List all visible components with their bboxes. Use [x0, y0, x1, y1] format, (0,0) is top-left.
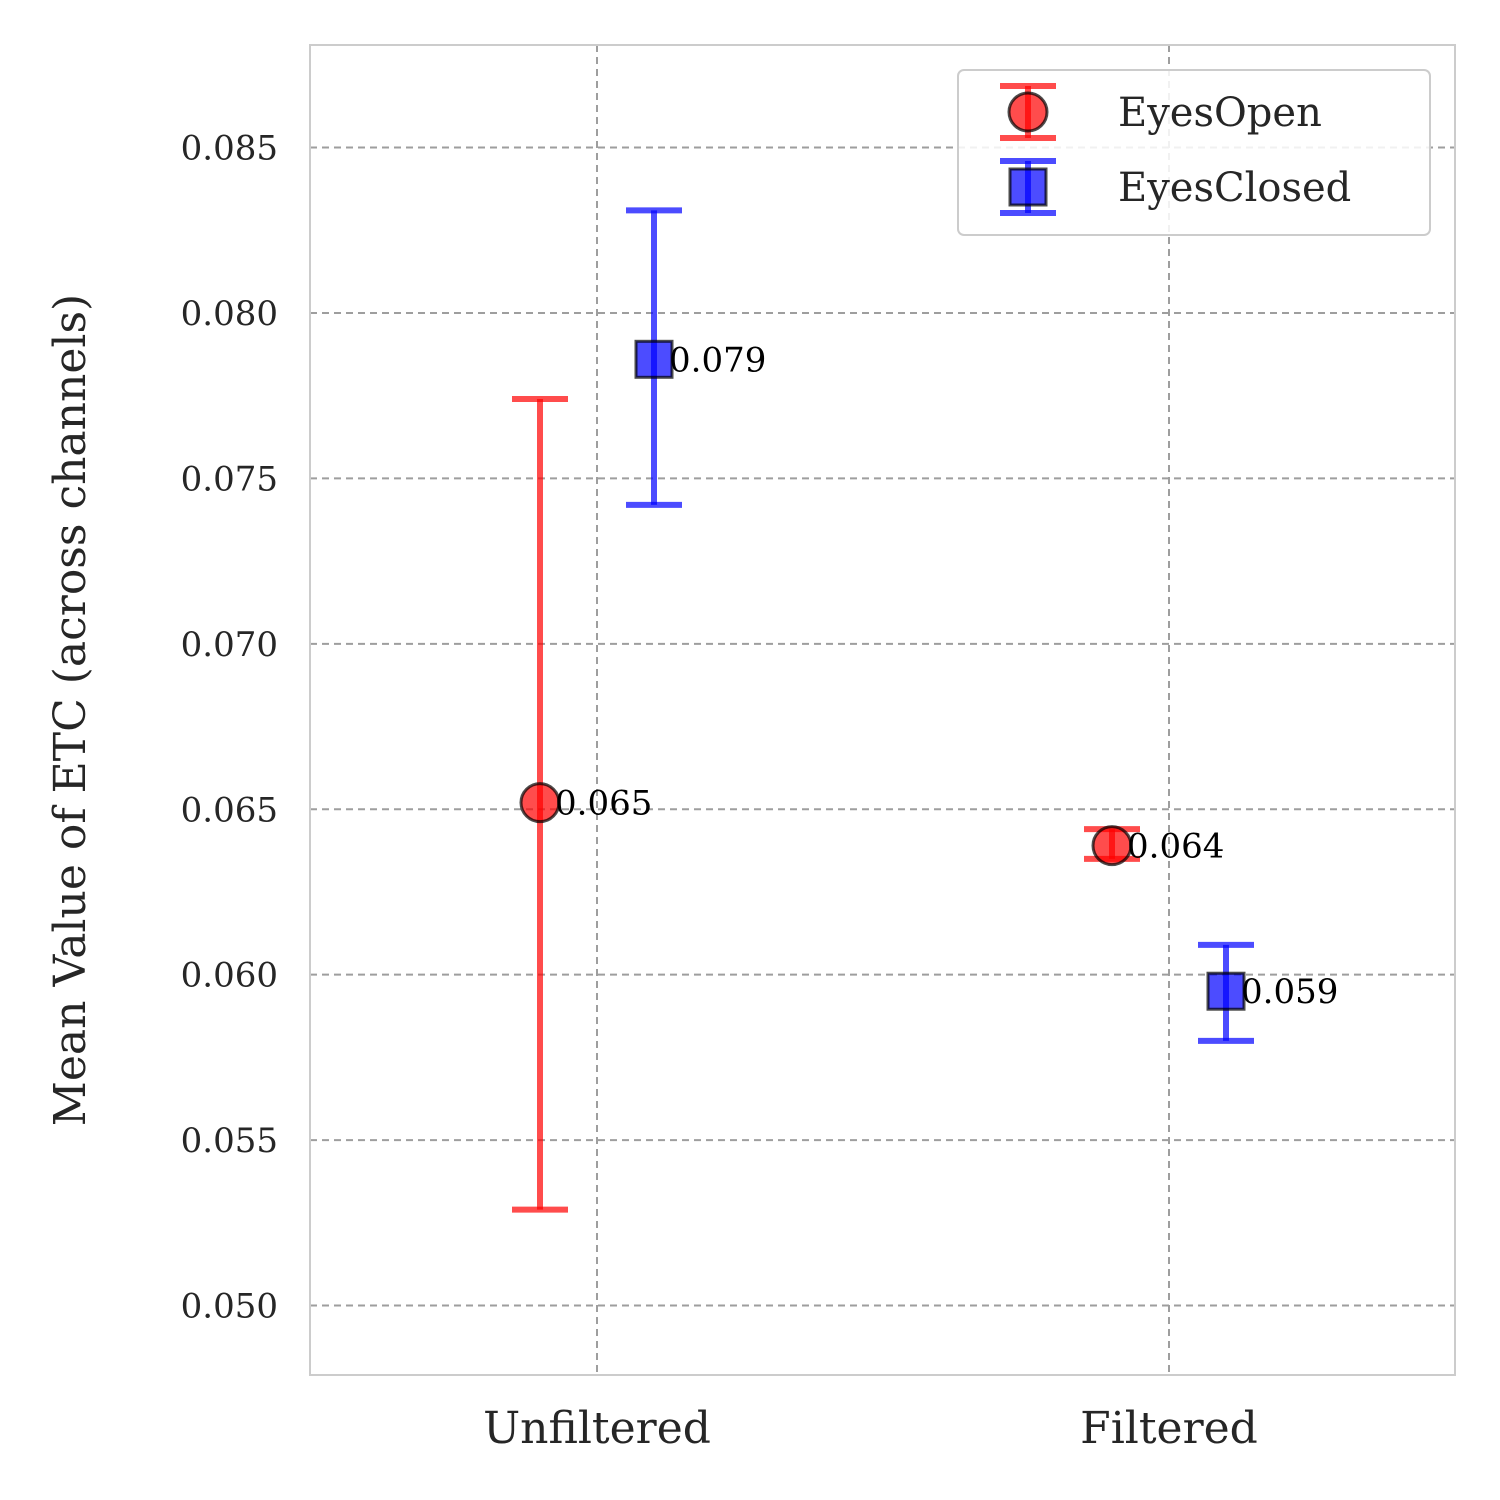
- data-label: 0.064: [1127, 827, 1224, 867]
- axis-ticks: 0.050 0.055 0.060 0.065 0.070 0.075 0.080 0.085…: [181, 129, 1258, 1454]
- legend-frame: [957, 69, 1431, 236]
- data-point-group: 0.064: [1084, 825, 1224, 867]
- y-tick-label: 0.065: [181, 790, 278, 830]
- data-label: 0.079: [669, 340, 766, 380]
- data-point-group: 0.079: [626, 207, 766, 508]
- y-tick-label: 0.050: [181, 1287, 278, 1327]
- grid: [310, 45, 1455, 1375]
- legend-marker-square: [1008, 167, 1048, 207]
- legend-item: EyesOpen: [1000, 83, 1322, 141]
- y-tick-label: 0.085: [181, 129, 278, 169]
- series: 0.065 0.064 0.079 0.059: [512, 207, 1338, 1213]
- data-point-group: 0.065: [512, 396, 652, 1213]
- marker-circle: [1091, 825, 1133, 867]
- data-label: 0.065: [555, 784, 652, 824]
- marker-square: [1206, 971, 1246, 1011]
- legend: EyesOpen EyesClosed: [957, 69, 1431, 236]
- data-label: 0.059: [1241, 972, 1338, 1012]
- y-tick-label: 0.075: [181, 459, 278, 499]
- y-tick-label: 0.080: [181, 294, 278, 334]
- legend-item: EyesClosed: [1000, 158, 1351, 216]
- legend-marker-circle: [1007, 91, 1049, 133]
- marker-square: [634, 339, 674, 379]
- legend-label: EyesOpen: [1118, 90, 1322, 136]
- y-tick-label: 0.060: [181, 956, 278, 996]
- y-axis-label: Mean Value of ETC (across channels): [45, 294, 96, 1126]
- y-tick-label: 0.055: [181, 1121, 278, 1161]
- y-tick-label: 0.070: [181, 625, 278, 665]
- x-tick-label: Unfiltered: [483, 1403, 711, 1454]
- plot-frame: [309, 44, 1456, 1376]
- marker-circle: [519, 782, 561, 824]
- data-point-group: 0.059: [1198, 941, 1338, 1044]
- x-tick-label: Filtered: [1080, 1403, 1258, 1454]
- legend-label: EyesClosed: [1118, 165, 1351, 211]
